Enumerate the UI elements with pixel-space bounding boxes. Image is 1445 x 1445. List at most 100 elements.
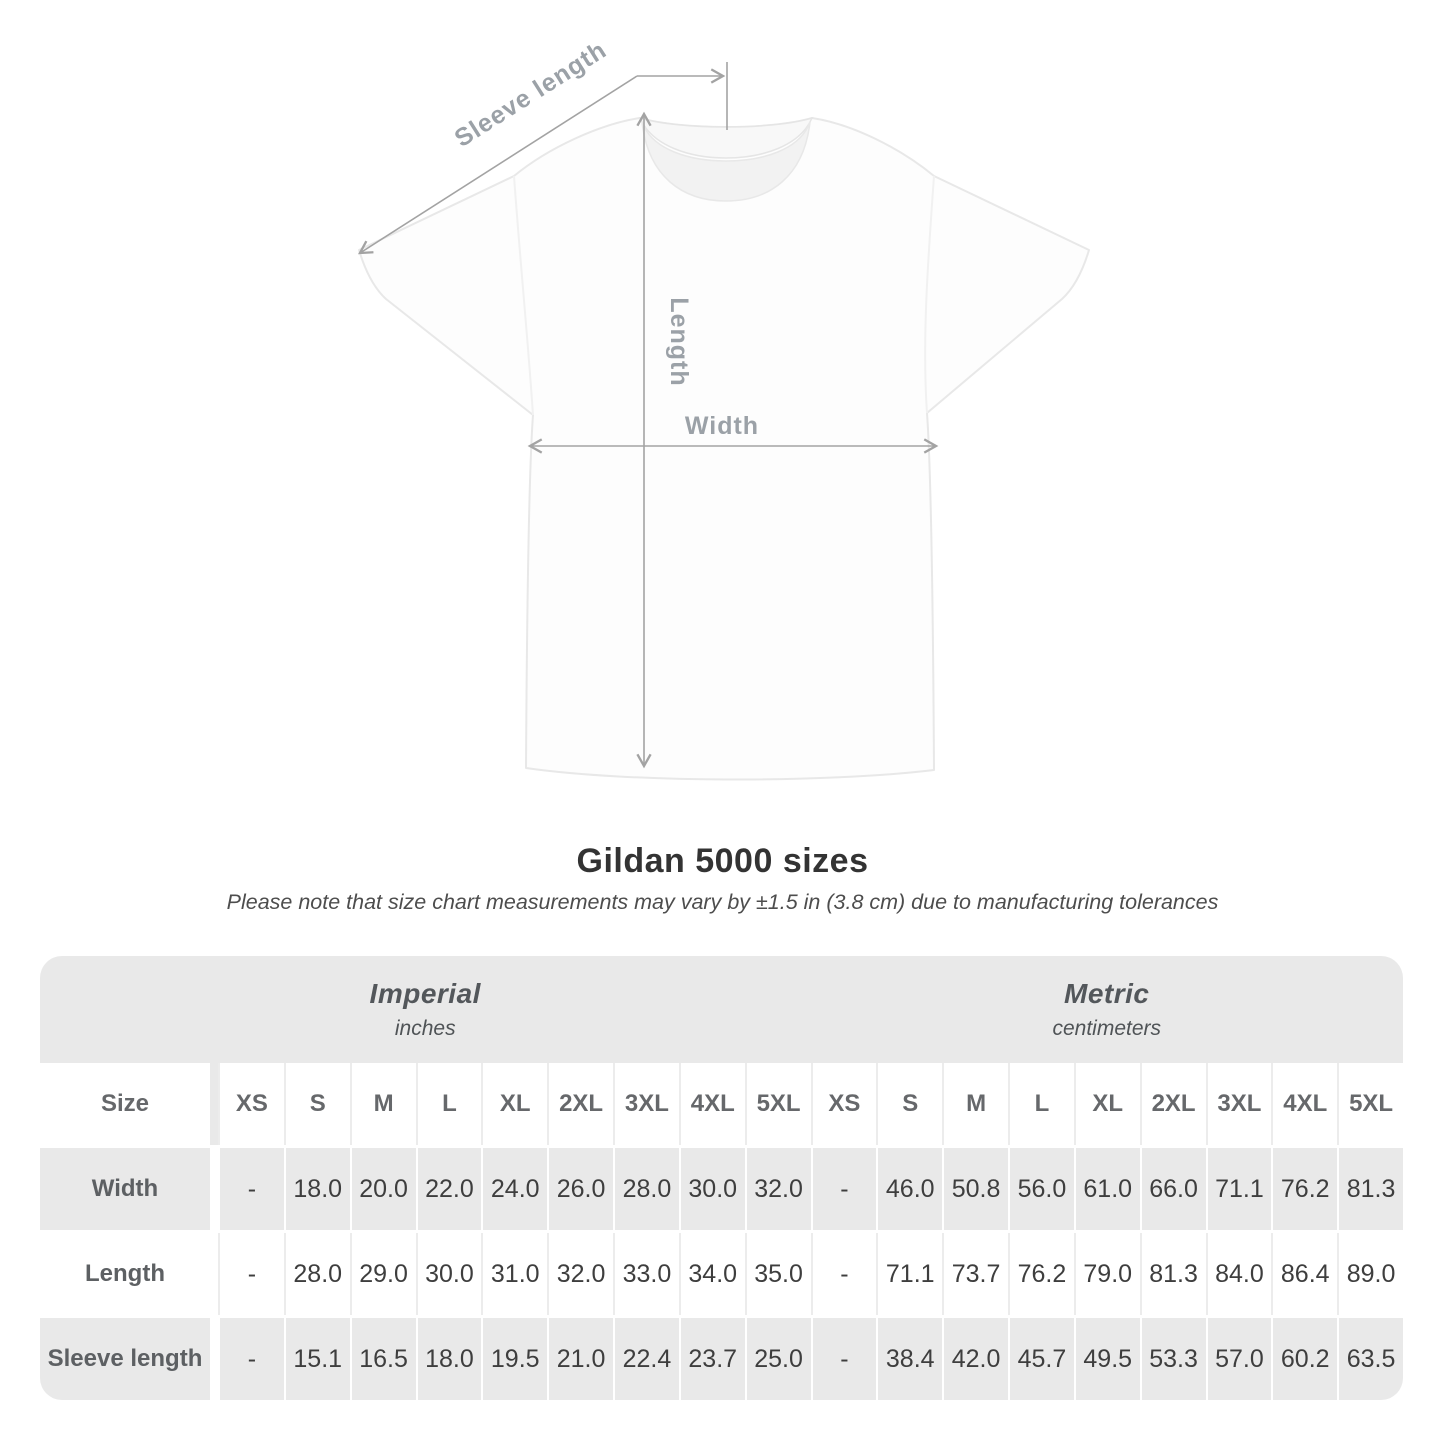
width-metric-m: 50.8 (942, 1148, 1008, 1230)
row-label-sleeve-length: Sleeve length (40, 1318, 210, 1400)
sleeve-imperial-l: 18.0 (415, 1318, 482, 1400)
sleeve-metric-5xl: 63.5 (1337, 1318, 1403, 1400)
length-metric-l: 76.2 (1008, 1233, 1074, 1315)
tshirt-sleeve-seam-right (924, 175, 935, 414)
column-gutter (210, 1063, 218, 1145)
sleeve-imperial-4xl: 23.7 (678, 1318, 745, 1400)
sleeve-metric-m: 42.0 (942, 1318, 1008, 1400)
column-gutter (210, 1318, 218, 1400)
sleeve-metric-xl: 49.5 (1073, 1318, 1140, 1400)
column-gutter (210, 1233, 218, 1315)
sleeve-metric-xs: - (810, 1318, 877, 1400)
width-metric-2xl: 66.0 (1139, 1148, 1206, 1230)
sleeve-imperial-2xl: 21.0 (547, 1318, 613, 1400)
sleeve-metric-3xl: 57.0 (1205, 1318, 1272, 1400)
width-imperial-xl: 24.0 (481, 1148, 548, 1230)
width-metric-4xl: 76.2 (1271, 1148, 1338, 1230)
width-metric-xs: - (810, 1148, 877, 1230)
width-imperial-l: 22.0 (415, 1148, 482, 1230)
size-header-metric-3xl: 3XL (1205, 1063, 1272, 1145)
heading-block: Gildan 5000 sizes Please note that size … (0, 842, 1445, 915)
size-header-metric-s: S (876, 1063, 943, 1145)
length-imperial-l: 30.0 (415, 1233, 482, 1315)
size-header-metric-xs: XS (810, 1063, 877, 1145)
size-header-metric-xl: XL (1073, 1063, 1140, 1145)
sleeve-metric-4xl: 60.2 (1271, 1318, 1338, 1400)
size-header-imperial-l: L (415, 1063, 482, 1145)
sleeve-length-arrow (357, 75, 638, 255)
width-metric-5xl: 81.3 (1337, 1148, 1403, 1230)
size-chart-table: Imperial inches Metric centimeters Size … (40, 956, 1403, 1400)
sleeve-metric-s: 38.4 (876, 1318, 943, 1400)
length-imperial-4xl: 34.0 (678, 1233, 745, 1315)
length-metric-3xl: 84.0 (1205, 1233, 1272, 1315)
size-header-imperial-5xl: 5XL (744, 1063, 811, 1145)
length-imperial-2xl: 32.0 (547, 1233, 613, 1315)
width-label: Width (685, 412, 759, 440)
metric-section-unit: centimeters (1052, 1017, 1162, 1040)
tolerance-note: Please note that size chart measurements… (226, 890, 1219, 914)
tshirt-body (358, 117, 1090, 781)
length-label: Length (665, 297, 693, 386)
tshirt-collar-band (638, 116, 814, 159)
size-column-header: Size (40, 1063, 210, 1145)
length-imperial-3xl: 33.0 (613, 1233, 679, 1315)
sleeve-metric-l: 45.7 (1008, 1318, 1074, 1400)
size-header-metric-l: L (1008, 1063, 1074, 1145)
size-header-metric-5xl: 5XL (1337, 1063, 1403, 1145)
width-imperial-5xl: 32.0 (744, 1148, 811, 1230)
imperial-section-name: Imperial (369, 978, 481, 1009)
width-imperial-4xl: 30.0 (678, 1148, 745, 1230)
length-imperial-xl: 31.0 (481, 1233, 548, 1315)
length-imperial-5xl: 35.0 (744, 1233, 811, 1315)
length-metric-s: 71.1 (876, 1233, 943, 1315)
unit-band: Imperial inches Metric centimeters (40, 956, 1403, 1063)
size-header-imperial-xs: XS (218, 1063, 284, 1145)
length-metric-5xl: 89.0 (1337, 1233, 1403, 1315)
width-imperial-2xl: 26.0 (547, 1148, 613, 1230)
length-metric-xs: - (810, 1233, 877, 1315)
size-header-metric-2xl: 2XL (1139, 1063, 1206, 1145)
page-title: Gildan 5000 sizes (576, 842, 869, 880)
sleeve-imperial-xl: 19.5 (481, 1318, 548, 1400)
table-row-width: Width - 18.0 20.0 22.0 24.0 26.0 28.0 30… (40, 1148, 1403, 1230)
sleeve-imperial-3xl: 22.4 (613, 1318, 679, 1400)
sleeve-imperial-5xl: 25.0 (744, 1318, 811, 1400)
width-metric-3xl: 71.1 (1205, 1148, 1272, 1230)
size-header-imperial-xl: XL (481, 1063, 548, 1145)
length-metric-xl: 79.0 (1073, 1233, 1140, 1315)
width-metric-l: 56.0 (1008, 1148, 1074, 1230)
width-imperial-s: 18.0 (283, 1148, 350, 1230)
sleeve-imperial-xs: - (218, 1318, 284, 1400)
row-label-width: Width (40, 1148, 210, 1230)
length-metric-4xl: 86.4 (1271, 1233, 1338, 1315)
tshirt-sleeve-seam-left (513, 175, 534, 416)
size-header-imperial-4xl: 4XL (678, 1063, 745, 1145)
tshirt-illustration (358, 116, 1090, 781)
size-header-imperial-3xl: 3XL (613, 1063, 679, 1145)
metric-section-header: Metric centimeters (811, 956, 1404, 1063)
length-metric-m: 73.7 (942, 1233, 1008, 1315)
length-metric-2xl: 81.3 (1139, 1233, 1206, 1315)
size-header-imperial-2xl: 2XL (547, 1063, 613, 1145)
length-imperial-m: 29.0 (349, 1233, 416, 1315)
size-header-row: Size XS S M L XL 2XL 3XL 4XL 5XL XS S M … (40, 1063, 1403, 1145)
table-row-length: Length - 28.0 29.0 30.0 31.0 32.0 33.0 3… (40, 1233, 1403, 1315)
width-imperial-xs: - (218, 1148, 284, 1230)
column-gutter (210, 1148, 218, 1230)
size-header-metric-4xl: 4XL (1271, 1063, 1338, 1145)
length-imperial-s: 28.0 (283, 1233, 350, 1315)
width-imperial-3xl: 28.0 (613, 1148, 679, 1230)
width-imperial-m: 20.0 (349, 1148, 416, 1230)
size-header-metric-m: M (942, 1063, 1008, 1145)
size-header-imperial-s: S (283, 1063, 350, 1145)
table-row-sleeve-length: Sleeve length - 15.1 16.5 18.0 19.5 21.0… (40, 1318, 1403, 1400)
tshirt-neck-opening (641, 121, 811, 202)
length-imperial-xs: - (218, 1233, 284, 1315)
size-header-imperial-m: M (349, 1063, 416, 1145)
tshirt-measurement-diagram: Sleeve length Length Width (357, 36, 1090, 781)
width-metric-s: 46.0 (876, 1148, 943, 1230)
sleeve-imperial-m: 16.5 (349, 1318, 416, 1400)
imperial-section-unit: inches (394, 1017, 456, 1040)
row-label-length: Length (40, 1233, 210, 1315)
